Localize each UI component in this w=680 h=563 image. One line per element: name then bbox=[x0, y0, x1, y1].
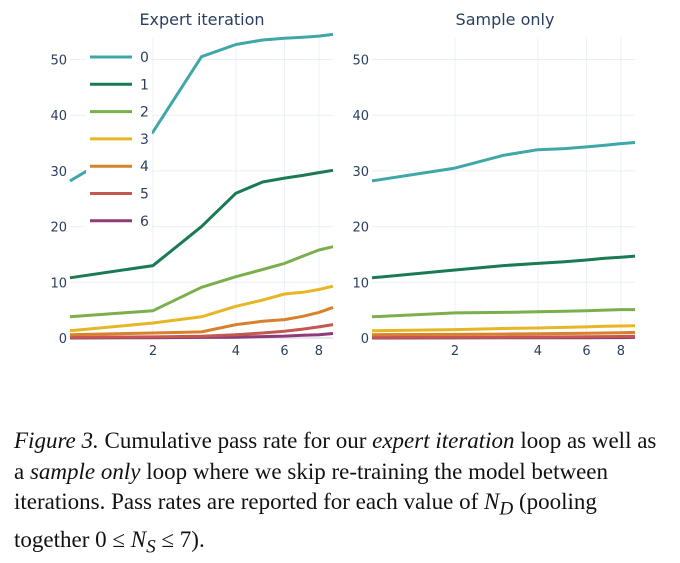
y-tick-label: 30 bbox=[50, 165, 67, 180]
y-tick-label: 10 bbox=[352, 276, 369, 291]
y-tick-label: 0 bbox=[361, 332, 369, 347]
y-tick-labels: 0 10 20 30 40 50 bbox=[50, 54, 67, 348]
y-tick-label: 40 bbox=[352, 109, 369, 124]
series-line-3 bbox=[371, 324, 636, 333]
series-line-4 bbox=[371, 330, 636, 337]
legend-label: 3 bbox=[140, 132, 149, 148]
series-line-3 bbox=[69, 284, 334, 333]
x-tick-label: 2 bbox=[451, 344, 459, 359]
series-line-5 bbox=[69, 323, 334, 339]
series-line-0 bbox=[69, 32, 334, 183]
chart-title: Sample only bbox=[456, 10, 555, 29]
series-line-5 bbox=[371, 334, 636, 339]
grid bbox=[372, 37, 635, 339]
y-tick-label: 50 bbox=[50, 54, 67, 69]
series-line-4 bbox=[69, 305, 334, 337]
legend-label: 2 bbox=[140, 105, 149, 121]
math-symbol: N bbox=[484, 489, 500, 514]
caption-text: Cumulative pass rate for our bbox=[98, 428, 373, 453]
y-tick-label: 40 bbox=[50, 109, 67, 124]
y-tick-label: 10 bbox=[50, 276, 67, 291]
caption-text: loop as well as a bbox=[14, 428, 657, 484]
y-tick-label: 20 bbox=[50, 221, 67, 236]
series-line-2 bbox=[371, 308, 635, 319]
y-tick-label: 50 bbox=[352, 54, 369, 69]
series-lines bbox=[371, 141, 636, 340]
math-symbol: N bbox=[130, 527, 147, 553]
legend-label: 4 bbox=[140, 159, 149, 175]
series-line-2 bbox=[69, 245, 334, 319]
y-tick-label: 0 bbox=[59, 332, 67, 347]
figure-caption: Figure 3. Cumulative pass rate for our e… bbox=[14, 426, 670, 563]
series-line-0 bbox=[371, 141, 636, 183]
panel-sample-only: Sample only 0 10 20 30 40 50 2 4 6 8 bbox=[352, 10, 636, 359]
x-tick-label: 2 bbox=[149, 344, 157, 359]
math-subscript: S bbox=[146, 536, 156, 558]
y-tick-label: 30 bbox=[352, 165, 369, 180]
y-tick-labels: 0 10 20 30 40 50 bbox=[352, 54, 369, 348]
x-tick-label: 4 bbox=[232, 344, 240, 359]
y-tick-label: 20 bbox=[352, 221, 369, 236]
series-line-1 bbox=[69, 168, 334, 280]
caption-text: loop where we skip re-training the model… bbox=[14, 458, 608, 515]
x-tick-label: 6 bbox=[582, 344, 590, 359]
caption-text: (pooling together 0 ≤ bbox=[14, 489, 597, 553]
chart-title: Expert iteration bbox=[139, 10, 264, 29]
x-tick-label: 8 bbox=[617, 344, 625, 359]
panel-expert-iteration: Expert iteration 0 10 20 30 40 50 2 4 6 8 0 1 2 3 4 5… bbox=[50, 10, 334, 359]
x-tick-label: 8 bbox=[315, 344, 323, 359]
legend-label: 0 bbox=[140, 50, 149, 66]
caption-emphasis: sample only bbox=[29, 458, 141, 484]
legend-label: 1 bbox=[140, 77, 149, 93]
caption-emphasis: expert iteration bbox=[372, 428, 515, 453]
series-line-1 bbox=[371, 254, 636, 280]
caption-label: Figure 3. bbox=[14, 428, 99, 453]
series-lines bbox=[69, 32, 334, 340]
x-tick-label: 4 bbox=[534, 344, 542, 359]
x-tick-labels: 2 4 6 8 bbox=[149, 344, 323, 359]
x-tick-label: 6 bbox=[280, 344, 288, 359]
x-tick-labels: 2 4 6 8 bbox=[451, 344, 625, 359]
legend-label: 6 bbox=[140, 214, 149, 230]
math-subscript: D bbox=[499, 498, 514, 520]
caption-text: ≤ 7). bbox=[155, 527, 205, 553]
legend-label: 5 bbox=[140, 187, 149, 203]
legend: 0 1 2 3 4 5 6 bbox=[86, 44, 152, 234]
